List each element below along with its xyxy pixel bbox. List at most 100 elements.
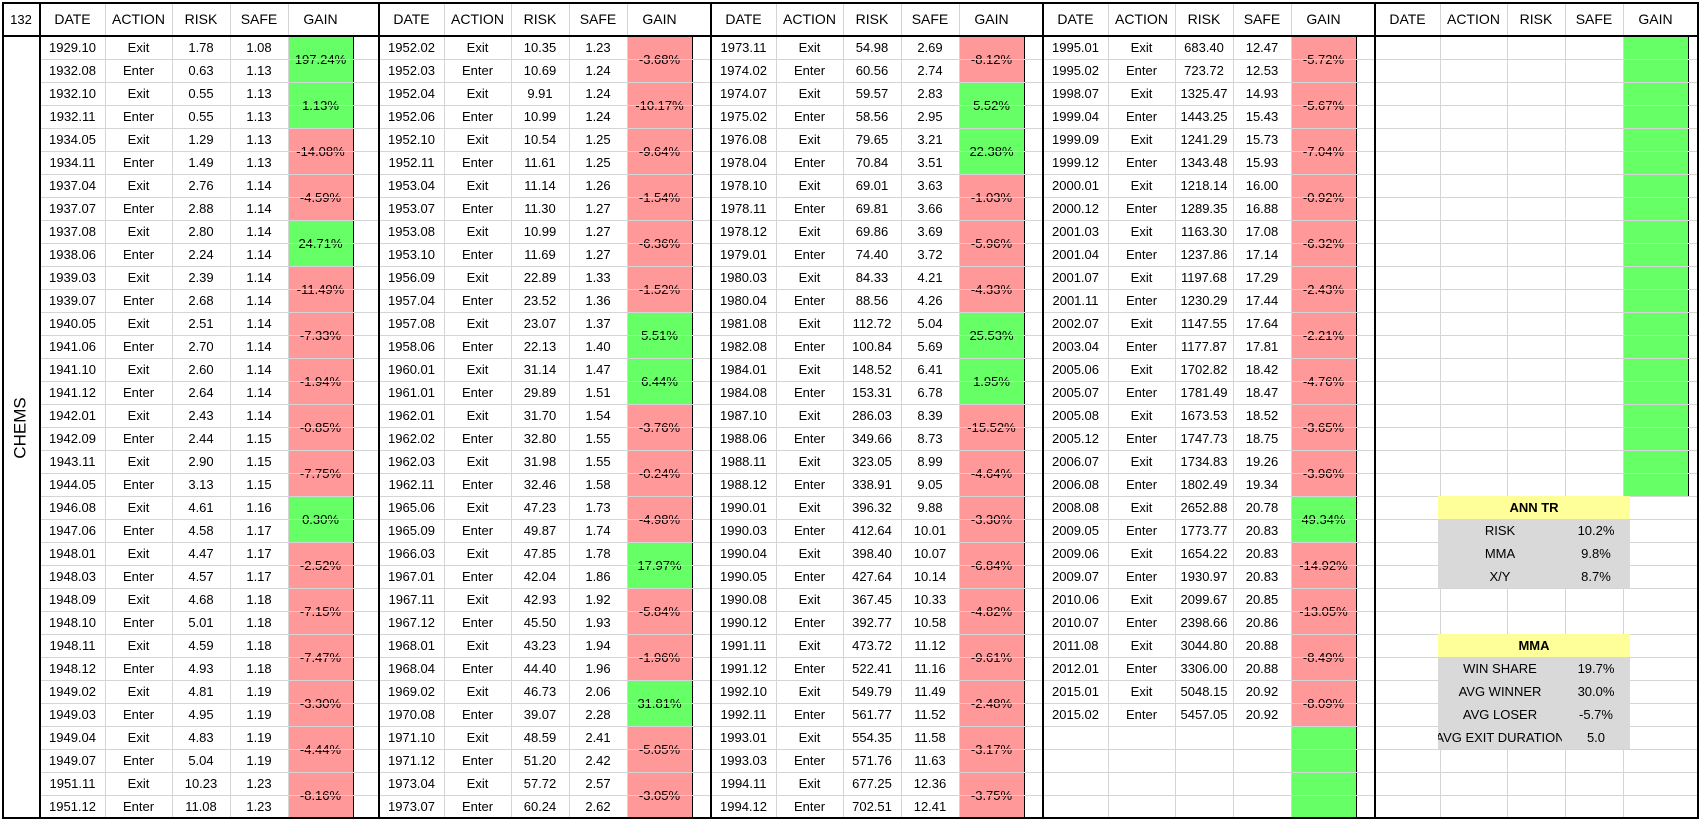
- table-cell-safe[interactable]: 2.06: [585, 684, 611, 699]
- table-cell-risk[interactable]: 2.90: [188, 454, 214, 469]
- table-cell-action[interactable]: Exit: [1130, 316, 1153, 331]
- table-cell-risk[interactable]: 10.23: [184, 776, 218, 791]
- table-cell-date[interactable]: 1974.02: [720, 63, 767, 78]
- table-cell-risk[interactable]: 4.47: [188, 546, 214, 561]
- table-cell-risk[interactable]: 2398.66: [1180, 615, 1228, 630]
- table-cell-date[interactable]: 1941.06: [49, 339, 96, 354]
- table-cell-action[interactable]: Enter: [122, 477, 155, 492]
- table-cell-risk[interactable]: 1747.73: [1180, 431, 1228, 446]
- table-cell-safe[interactable]: 1.14: [246, 293, 272, 308]
- table-cell-action[interactable]: [1108, 749, 1175, 772]
- table-cell-date[interactable]: 2012.01: [1052, 661, 1099, 676]
- table-cell-risk[interactable]: 74.40: [855, 247, 889, 262]
- table-cell-safe[interactable]: 14.93: [1245, 86, 1279, 101]
- table-cell-date[interactable]: 1953.08: [388, 224, 435, 239]
- table-cell-date[interactable]: 1987.10: [720, 408, 767, 423]
- table-cell-risk[interactable]: 2.68: [188, 293, 214, 308]
- table-cell-safe[interactable]: 1.14: [246, 224, 272, 239]
- table-cell-date[interactable]: 2011.08: [1052, 638, 1099, 653]
- table-cell-date[interactable]: 1965.09: [388, 523, 435, 538]
- table-cell-date[interactable]: 1952.04: [388, 86, 435, 101]
- table-cell-date[interactable]: 1967.11: [388, 592, 435, 607]
- table-cell-date[interactable]: 1939.07: [49, 293, 96, 308]
- table-cell-action[interactable]: Enter: [1125, 339, 1158, 354]
- table-cell-date[interactable]: 1949.07: [49, 753, 96, 768]
- table-cell-action[interactable]: Enter: [793, 201, 826, 216]
- table-cell-safe[interactable]: 16.88: [1245, 201, 1279, 216]
- table-cell-date[interactable]: 1929.10: [49, 40, 96, 55]
- table-cell-risk[interactable]: 1147.55: [1180, 316, 1228, 331]
- table-cell-action[interactable]: Exit: [127, 730, 150, 745]
- table-cell-risk[interactable]: 5048.15: [1180, 684, 1228, 699]
- table-cell-date[interactable]: 1990.04: [720, 546, 767, 561]
- table-cell-action[interactable]: Exit: [127, 500, 150, 515]
- table-cell-risk[interactable]: 4.58: [188, 523, 214, 538]
- table-cell-safe[interactable]: 2.28: [585, 707, 611, 722]
- table-cell-action[interactable]: Exit: [466, 178, 489, 193]
- table-cell-action[interactable]: Exit: [127, 454, 150, 469]
- table-cell-risk[interactable]: 1654.22: [1180, 546, 1228, 561]
- table-cell-action[interactable]: Enter: [793, 753, 826, 768]
- table-cell-date[interactable]: 1980.03: [720, 270, 767, 285]
- table-cell-safe[interactable]: 1.40: [585, 339, 611, 354]
- table-cell-risk[interactable]: 54.98: [855, 40, 889, 55]
- table-cell-date[interactable]: 1968.01: [388, 638, 435, 653]
- table-cell-risk[interactable]: 1343.48: [1180, 155, 1228, 170]
- table-cell-date[interactable]: 1973.11: [720, 40, 767, 55]
- table-cell-risk[interactable]: 1.78: [188, 40, 214, 55]
- table-cell-safe[interactable]: 20.78: [1245, 500, 1279, 515]
- table-cell-date[interactable]: 1941.12: [49, 385, 96, 400]
- table-cell-action[interactable]: Enter: [122, 63, 155, 78]
- table-cell-date[interactable]: 1953.07: [388, 201, 435, 216]
- table-cell-safe[interactable]: 20.83: [1245, 546, 1279, 561]
- table-cell-date[interactable]: 1940.05: [49, 316, 96, 331]
- table-cell-safe[interactable]: 1.36: [585, 293, 611, 308]
- table-cell-action[interactable]: Exit: [466, 730, 489, 745]
- table-cell-safe[interactable]: 6.78: [917, 385, 943, 400]
- table-cell-action[interactable]: Enter: [122, 155, 155, 170]
- table-cell-risk[interactable]: 23.52: [523, 293, 557, 308]
- table-cell-date[interactable]: 1999.12: [1052, 155, 1099, 170]
- table-cell-action[interactable]: Exit: [466, 546, 489, 561]
- table-cell-date[interactable]: 1952.02: [388, 40, 435, 55]
- table-cell-action[interactable]: Exit: [466, 86, 489, 101]
- table-cell-safe[interactable]: 3.63: [917, 178, 943, 193]
- table-cell-date[interactable]: 1970.08: [388, 707, 435, 722]
- table-cell-action[interactable]: Enter: [793, 63, 826, 78]
- table-cell-risk[interactable]: 702.51: [852, 799, 892, 814]
- table-cell-action[interactable]: Exit: [798, 592, 821, 607]
- table-cell-safe[interactable]: 18.75: [1245, 431, 1279, 446]
- table-cell-action[interactable]: Enter: [793, 569, 826, 584]
- table-cell-safe[interactable]: 1.14: [246, 316, 272, 331]
- table-cell-action[interactable]: Enter: [122, 109, 155, 124]
- table-cell-risk[interactable]: 4.93: [188, 661, 214, 676]
- table-cell-action[interactable]: Enter: [122, 431, 155, 446]
- table-cell-risk[interactable]: 4.83: [188, 730, 214, 745]
- table-cell-safe[interactable]: 1.24: [585, 63, 611, 78]
- table-cell-safe[interactable]: 1.19: [246, 753, 272, 768]
- table-cell-action[interactable]: Enter: [1125, 661, 1158, 676]
- table-cell-safe[interactable]: 1.94: [585, 638, 611, 653]
- table-cell-action[interactable]: Enter: [1125, 247, 1158, 262]
- table-cell-risk[interactable]: 561.77: [852, 707, 892, 722]
- table-cell-action[interactable]: Exit: [466, 224, 489, 239]
- table-cell-risk[interactable]: 4.59: [188, 638, 214, 653]
- table-cell-risk[interactable]: 427.64: [852, 569, 892, 584]
- table-cell-date[interactable]: 2010.06: [1052, 592, 1099, 607]
- table-cell-date[interactable]: 1967.12: [388, 615, 435, 630]
- table-cell-risk[interactable]: [1175, 795, 1233, 818]
- table-cell-risk[interactable]: 22.89: [523, 270, 557, 285]
- table-cell-risk[interactable]: 2.60: [188, 362, 214, 377]
- table-cell-date[interactable]: 1976.08: [720, 132, 767, 147]
- table-cell-safe[interactable]: 2.95: [917, 109, 943, 124]
- table-cell-risk[interactable]: 2.24: [188, 247, 214, 262]
- table-cell-date[interactable]: 2008.08: [1052, 500, 1099, 515]
- table-cell-action[interactable]: Enter: [793, 385, 826, 400]
- table-cell-safe[interactable]: 18.52: [1245, 408, 1279, 423]
- table-cell-risk[interactable]: 338.91: [852, 477, 892, 492]
- table-cell-risk[interactable]: 58.56: [855, 109, 889, 124]
- table-cell-safe[interactable]: 16.00: [1245, 178, 1279, 193]
- table-cell-action[interactable]: Exit: [466, 500, 489, 515]
- table-cell-action[interactable]: Exit: [1130, 178, 1153, 193]
- table-cell-safe[interactable]: 1.14: [246, 178, 272, 193]
